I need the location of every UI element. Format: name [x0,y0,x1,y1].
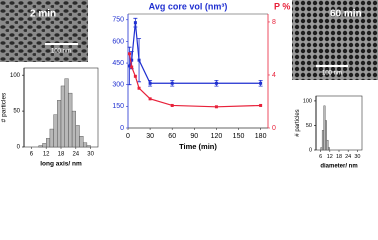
x-tick-label: 60 [168,133,176,140]
y-axis-label: # particles [295,109,301,136]
bar [38,145,43,148]
point [170,103,174,107]
bar [320,147,323,151]
point [259,81,263,85]
x-tick-label: 24 [345,154,351,160]
point [133,21,137,25]
bar [325,120,327,151]
figure: 2 min 100 nm 60 min 100 nm 0150300450600… [0,0,378,170]
bar [328,147,330,151]
bar [57,100,62,148]
y-tick-label: 0 [120,125,124,132]
tem-image-60min: 60 min 100 nm [292,0,378,80]
y-tick-label: 8 [272,19,276,26]
y-tick-label: 4 [272,72,276,79]
point [170,81,174,85]
y-tick-label: 600 [112,38,124,45]
y-tick-label: 0 [309,147,312,153]
y-tick-label: 300 [112,82,124,89]
point [127,64,131,68]
scale-label: 100 nm [322,71,342,77]
x-tick-label: 18 [336,154,342,160]
point [148,97,152,101]
point [137,58,141,62]
x-tick-label: 12 [43,152,50,158]
bar [64,78,69,148]
bar [42,143,47,148]
x-tick-label: 180 [255,133,267,140]
x-tick-label: 30 [146,133,154,140]
point [148,81,152,85]
point [130,65,134,69]
point [214,105,218,109]
bar [79,136,84,148]
x-tick-label: 30 [354,154,360,160]
bar [323,105,326,151]
y-axis-label: # particles [1,92,8,122]
x-tick-label: 12 [327,154,333,160]
x-tick-label: 6 [30,152,34,158]
bar [46,138,51,148]
bar [49,128,54,148]
y-tick-label: 750 [112,17,124,24]
bar [75,125,80,148]
tem-photo [0,0,88,62]
bar [86,145,91,148]
x-tick-label: 0 [126,133,130,140]
bar [326,139,329,151]
scale-label: 100 nm [51,49,71,55]
x-tick-label: 150 [233,133,245,140]
x-tick-label: 120 [211,133,223,140]
point [130,58,134,62]
x-axis-label: long axis/ nm [40,161,82,168]
bar [68,92,73,148]
y-tick-label: 150 [112,103,124,110]
y-tick-label: 100 [10,73,21,79]
point [133,74,137,78]
bar [60,85,65,148]
y-tick-label: 0 [272,125,276,132]
y-tick-label: 50 [306,123,312,129]
chart-title: Avg core vol (nm³) [149,1,228,11]
y-tick-label: 50 [13,109,20,115]
y-tick-label: 0 [17,145,21,151]
point [259,103,263,107]
x-axis-label: diameter/ nm [320,164,357,170]
point [214,81,218,85]
tem-image-2min: 2 min 100 nm [0,0,88,62]
bar [53,114,58,148]
y-tick-label: 100 [303,98,312,104]
image-label: 60 min [330,9,362,20]
x-tick-label: 90 [190,133,198,140]
y-tick-label: 450 [112,60,124,67]
bar [321,130,324,151]
point [137,86,141,90]
y2-title: P % [274,1,290,11]
bar [71,110,76,148]
point [127,52,131,56]
x-tick-label: 18 [58,152,65,158]
series-line [128,53,261,108]
x-tick-label: 24 [72,152,79,158]
x-tick-label: 30 [87,152,94,158]
series-line [128,22,261,84]
bar [82,142,88,148]
x-tick-label: 6 [319,154,322,160]
x-axis-label: Time (min) [179,142,217,151]
image-label: 2 min [30,9,56,20]
